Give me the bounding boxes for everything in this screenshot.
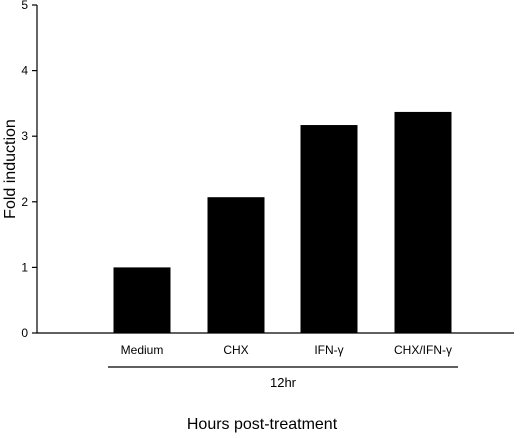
- category-label: IFN-γ: [314, 343, 343, 357]
- y-tick-label: 3: [21, 129, 28, 143]
- bar: [300, 125, 358, 333]
- y-tick-label: 4: [21, 64, 28, 78]
- bar: [207, 197, 265, 333]
- y-tick-label: 2: [21, 195, 28, 209]
- bars: [113, 111, 452, 333]
- category-label: CHX/IFN-γ: [394, 343, 452, 357]
- bar: [394, 111, 452, 333]
- y-tick-label: 5: [21, 0, 28, 12]
- category-label: Medium: [121, 343, 164, 357]
- bar: [113, 267, 171, 333]
- y-tick-label: 0: [21, 326, 28, 340]
- category-labels: Medium CHX IFN-γ CHX/IFN-γ: [121, 343, 452, 357]
- y-tick-label: 1: [21, 260, 28, 274]
- y-axis-ticks: 0 1 2 3 4 5: [21, 0, 37, 340]
- y-axis-title: Fold induction: [2, 119, 19, 219]
- x-axis-title: Hours post-treatment: [187, 416, 338, 433]
- group-label: 12hr: [270, 375, 297, 390]
- category-label: CHX: [223, 343, 248, 357]
